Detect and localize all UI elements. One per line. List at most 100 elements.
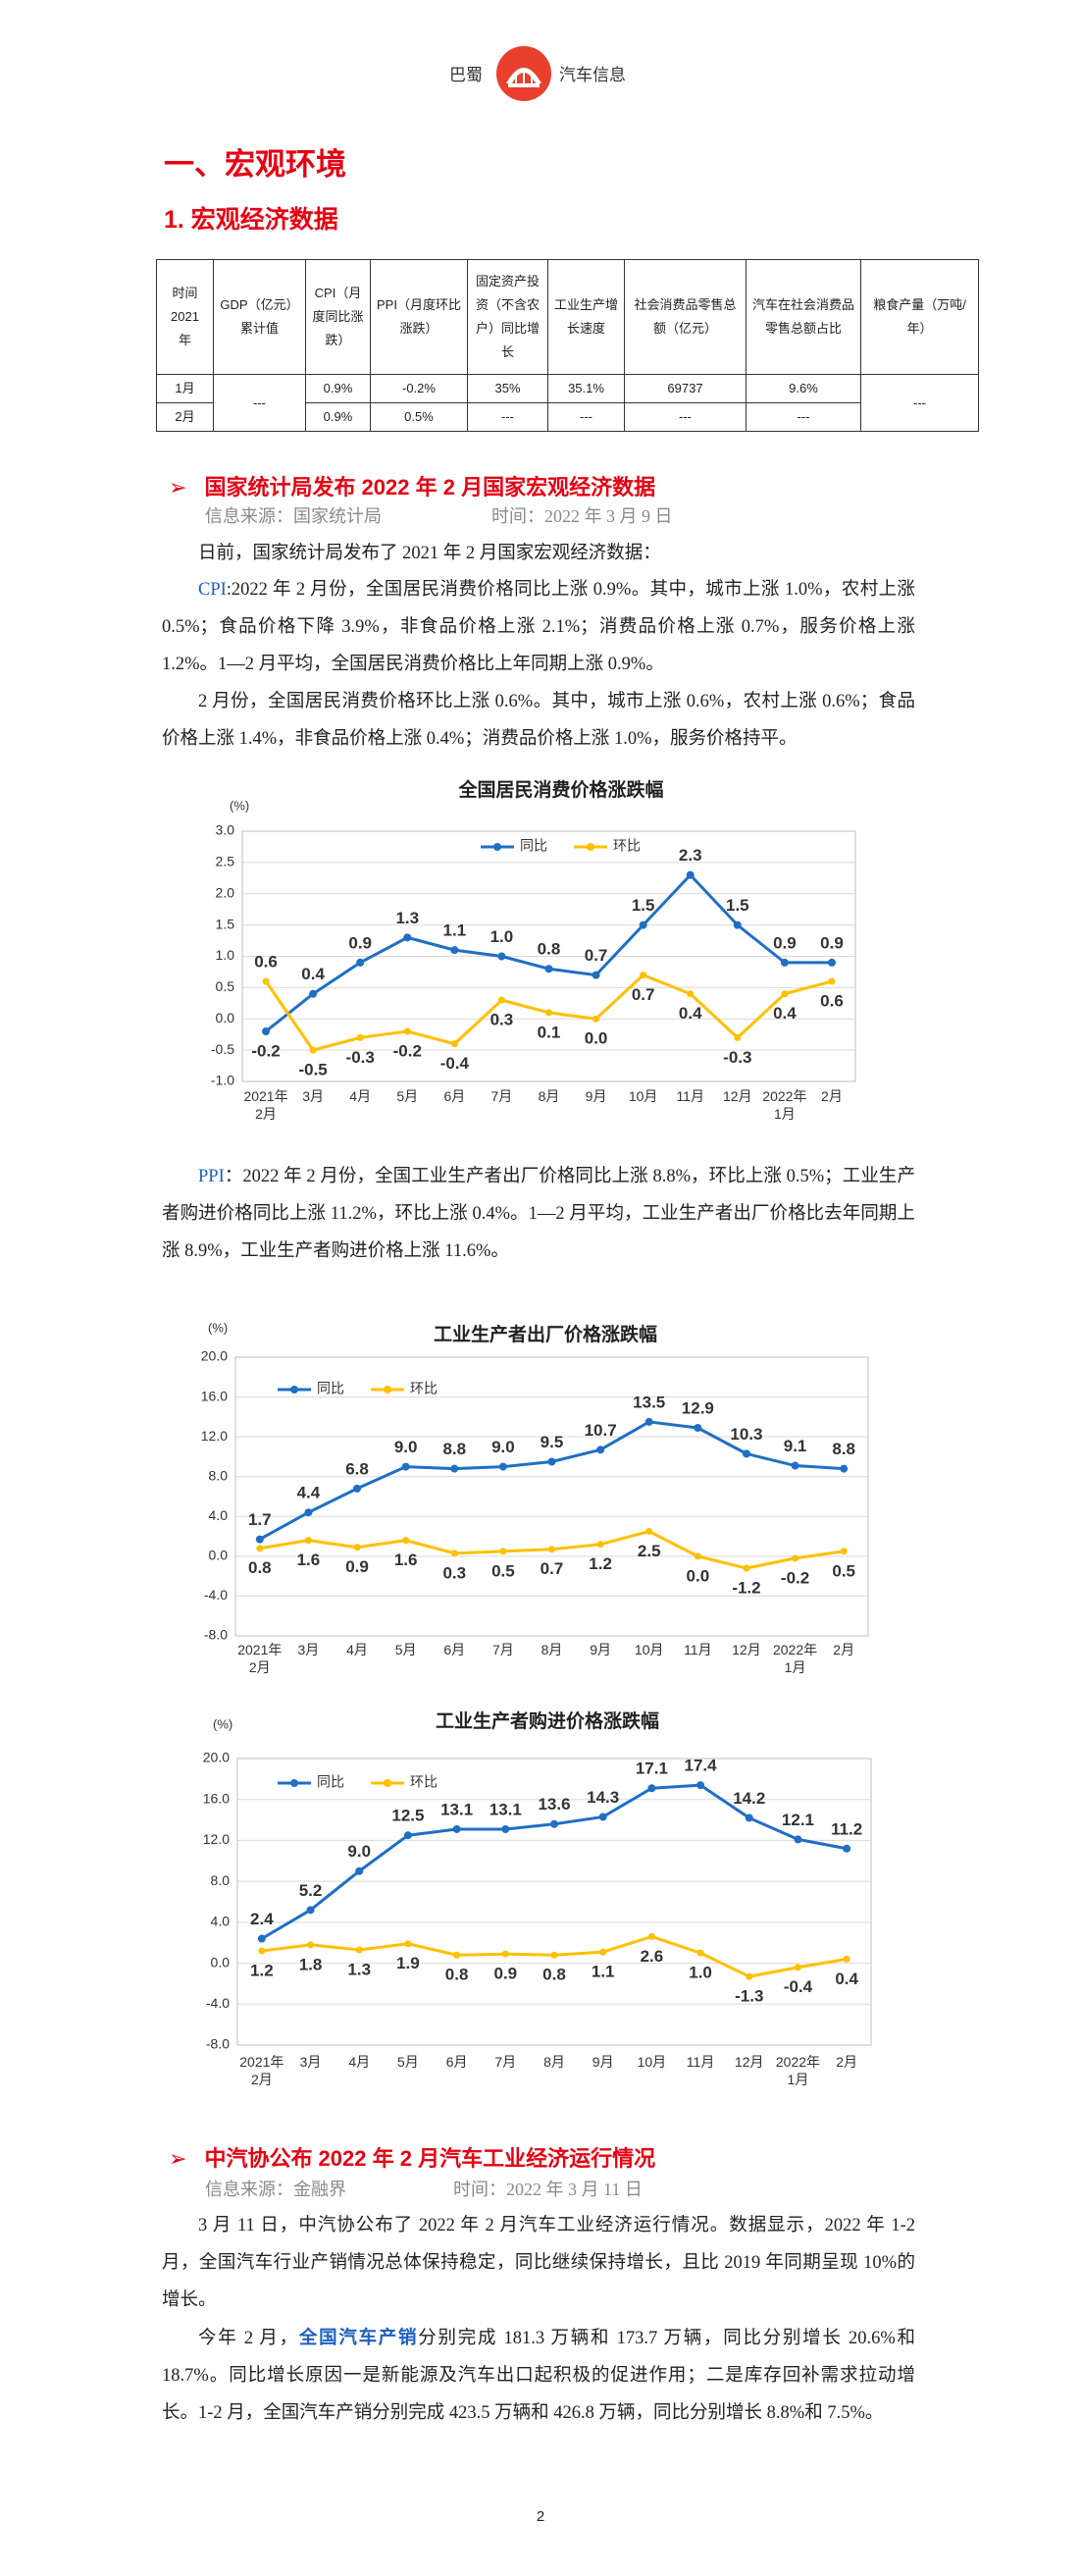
x-tick-label: 5月 [396,1088,419,1104]
data-label: 0.8 [542,1966,566,1984]
x-tick-label: 7月 [491,1642,514,1657]
data-label: 2.3 [679,846,702,865]
legend-label: 同比 [317,1774,344,1790]
cell: 35% [467,374,548,403]
cell: 0.9% [305,402,371,432]
data-point [745,1814,753,1822]
text-run: ：2022 年 2 月份，全国工业生产者出厂价格同比上涨 8.8%，环比上涨 0… [162,1167,915,1261]
data-point [645,1528,653,1535]
article-time: 时间：2022 年 3 月 11 日 [453,2180,643,2199]
data-label: 9.5 [540,1433,564,1451]
data-point [647,1784,656,1793]
x-tick-label: 11月 [684,1642,712,1657]
paragraph: 日前，国家统计局发布了 2021 年 2 月国家宏观经济数据： [162,535,915,572]
x-tick-label: 6月 [443,1088,466,1104]
x-tick-label: 9月 [590,1642,611,1657]
x-tick-label: 7月 [494,2054,517,2070]
data-point [353,1484,362,1493]
data-label: 0.5 [491,1561,515,1580]
data-point [450,1464,459,1473]
y-tick-label: 20.0 [203,1750,230,1765]
data-point [843,1955,850,1963]
data-point [309,1046,317,1054]
text-run: 日前，国家统计局发布了 2021 年 2 月国家宏观经济数据： [198,544,661,563]
data-label: 1.0 [490,927,514,946]
data-point [647,1932,655,1940]
data-point [545,1009,552,1017]
data-label: 0.9 [493,1965,517,1983]
data-point [827,958,836,967]
data-point [306,1906,315,1915]
legend-marker [290,1386,298,1393]
data-point [309,989,318,998]
x-tick-label: 2021年2月 [239,2054,284,2087]
data-label: 0.3 [490,1011,514,1029]
text-run: 今年 2 月， [198,2329,299,2348]
x-tick-label: 7月 [490,1088,513,1104]
data-label: 2.6 [641,1947,664,1966]
data-point [828,977,836,985]
data-point [304,1537,312,1545]
data-point [497,952,506,961]
y-tick-label: 0.5 [216,978,235,994]
x-tick-label: 2021年2月 [237,1642,283,1675]
data-label: 1.8 [299,1955,323,1973]
data-label: 1.2 [250,1962,274,1980]
data-label: 13.1 [440,1800,473,1818]
data-label: 1.1 [443,921,467,940]
cell: 35.1% [547,374,625,403]
page-number: 2 [536,2508,545,2525]
data-point [592,1015,600,1023]
paragraph: 2 月份，全国居民消费价格环比上涨 0.6%。其中，城市上涨 0.6%，农村上涨… [162,683,915,758]
data-point [639,920,647,929]
header-cell: CPI（月度同比涨跌） [305,259,371,375]
y-tick-label: 0.0 [216,1010,235,1025]
data-label: -0.2 [251,1041,280,1060]
article-title: 国家统计局发布 2022 年 2 月国家宏观经济数据 [204,475,656,499]
header-left: 巴蜀 [449,66,483,84]
data-label: -0.3 [723,1048,751,1067]
data-point [403,933,412,942]
data-point [402,1537,410,1545]
data-point [640,972,647,979]
data-label: 17.1 [636,1760,668,1778]
y-tick-label: 16.0 [203,1790,230,1806]
data-point [356,1033,364,1041]
data-label: 12.1 [782,1811,814,1829]
text-run: :2022 年 2 月份，全国居民消费价格同比上涨 0.9%。其中，城市上涨 1… [162,580,915,674]
legend-marker [384,1779,391,1787]
data-point [453,1951,461,1959]
y-tick-label: 12.0 [201,1428,228,1444]
data-label: 8.8 [442,1440,466,1458]
data-label: 0.6 [254,952,278,971]
data-point [450,1040,458,1048]
data-point [544,965,553,973]
data-label: 13.6 [538,1795,570,1814]
data-label: 1.5 [632,896,655,915]
x-tick-label: 12月 [732,1642,761,1657]
data-point [742,1449,750,1458]
data-label: 0.6 [820,991,844,1010]
legend-label: 同比 [317,1381,344,1396]
legend-label: 环比 [410,1381,438,1396]
x-tick-label: 2022年1月 [762,1088,807,1122]
data-label: 8.8 [832,1440,855,1458]
y-tick-label: 3.0 [216,822,235,838]
data-point [450,1550,458,1557]
x-tick-label: 3月 [299,2054,322,2070]
x-tick-label: 4月 [346,1642,368,1657]
y-tick-label: 4.0 [209,1507,229,1523]
data-label: -0.4 [440,1054,470,1073]
data-label: 0.0 [687,1566,710,1585]
data-point [592,971,600,979]
data-point [781,990,789,998]
data-label: 9.0 [491,1438,515,1456]
x-tick-label: 11月 [686,2054,715,2070]
cell: 9.6% [746,374,861,403]
text-run: 3 月 11 日，中汽协公布了 2022 年 2 月汽车工业经济运行情况。数据显… [162,2216,915,2310]
cell: --- [860,374,979,432]
paragraph: CPI:2022 年 2 月份，全国居民消费价格同比上涨 0.9%。其中，城市上… [162,571,915,683]
arrow-icon: ➢ [169,475,187,499]
data-label: 1.3 [347,1960,371,1978]
cell: 2月 [156,402,214,432]
